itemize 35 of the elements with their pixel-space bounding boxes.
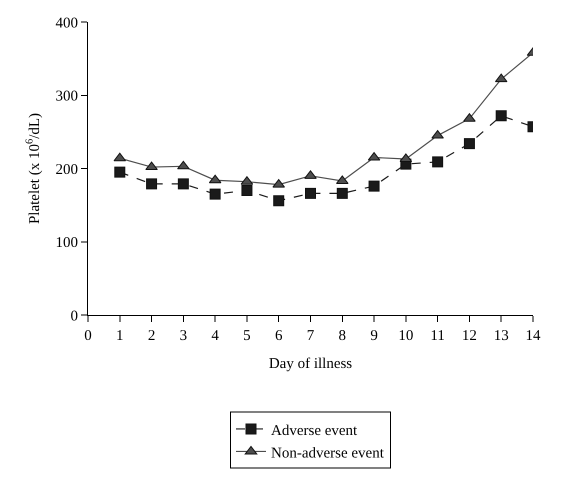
point [368,180,380,192]
y-tick-label: 100 [56,235,78,251]
x-axis-title: Day of illness [268,356,352,372]
x-tick-label: 2 [148,328,156,344]
x-tick-label: 13 [494,328,509,344]
x-tick-label: 12 [462,328,477,344]
point [336,188,348,199]
y-tick-label: 0 [70,308,78,324]
point [210,188,221,200]
x-tick-label: 9 [370,328,378,344]
x-tick-label: 10 [398,328,414,344]
x-tick-label: 5 [243,328,251,344]
point [241,184,252,196]
point [464,138,475,150]
x-tick-label: 1 [116,328,124,344]
x-tick-label: 14 [526,328,541,344]
point [146,178,158,190]
x-tick-label: 11 [430,328,445,344]
legend-label: Non-adverse event [271,445,385,462]
x-tick-label: 7 [306,328,315,344]
legend-label: Adverse event [271,422,358,439]
point [305,188,316,199]
y-tick-label: 300 [56,88,78,104]
point [273,195,284,206]
x-tick-label: 6 [274,328,283,344]
point [432,156,444,168]
point [114,166,126,178]
point [496,110,507,122]
x-tick-label: 0 [84,328,92,344]
y-tick-label: 400 [56,15,78,32]
point [178,178,189,190]
x-tick-label: 8 [338,328,346,344]
y-tick-label: 200 [56,162,78,178]
x-tick-label: 3 [180,328,188,344]
x-tick-label: 4 [211,328,220,344]
